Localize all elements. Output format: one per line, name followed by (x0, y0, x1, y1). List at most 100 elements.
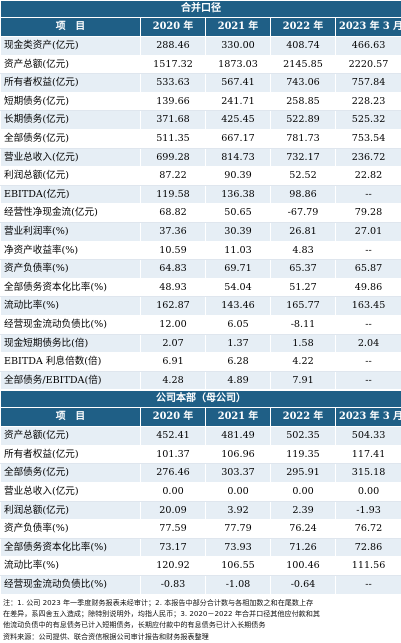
column-header: 项 目 (0, 17, 141, 37)
table-cell: 481.49 (205, 426, 271, 446)
table-cell: 1873.03 (205, 54, 271, 75)
table-cell: 2.07 (140, 333, 206, 354)
column-header: 2022 年 (270, 407, 336, 428)
table-cell: 64.83 (140, 259, 206, 279)
table-cell: 106.55 (205, 556, 271, 577)
table-cell: 12.00 (140, 314, 206, 335)
table-cell: 228.23 (334, 91, 401, 112)
table-cell: -8.11 (270, 314, 336, 335)
table-cell: 425.45 (205, 110, 271, 130)
table-cell: 117.41 (334, 444, 401, 465)
table-cell: 106.96 (205, 444, 271, 465)
table-cell: 65.87 (334, 259, 401, 279)
consolidated-header-row: 项 目 2020 年 2021 年 2022 年 2023 年 3 月 (0, 17, 401, 37)
table-cell: 26.81 (270, 221, 336, 242)
table-cell: 73.93 (205, 537, 271, 558)
row-label: 经营现金流动负债比(%) (0, 575, 141, 595)
table-cell: 1.58 (270, 333, 336, 354)
table-cell: 2.04 (334, 333, 401, 354)
consolidated-section-title: 合并口径 (0, 0, 401, 18)
row-label: 流动比率(%) (0, 556, 141, 577)
table-cell: -- (334, 370, 401, 391)
parent-section-title: 公司本部（母公司） (0, 390, 401, 409)
table-row: 所有者权益(亿元) 101.37 106.96 119.35 117.41 (0, 444, 401, 465)
table-row: 流动比率(%) 162.87 143.46 165.77 163.45 (0, 296, 401, 316)
table-row: 现金类资产(亿元) 288.46 330.00 408.74 466.63 (0, 36, 401, 56)
table-cell: 4.89 (205, 370, 271, 391)
table-cell: 743.06 (270, 73, 336, 93)
table-cell: -- (334, 240, 401, 261)
table-row: 全部债务(亿元) 511.35 667.17 781.73 753.54 (0, 128, 401, 149)
table-cell: 4.22 (270, 352, 336, 372)
table-cell: 51.27 (270, 277, 336, 298)
table-cell: 139.66 (140, 91, 206, 112)
row-label: 长期债务(亿元) (0, 110, 141, 130)
table-cell: 68.82 (140, 203, 206, 223)
table-cell: 73.17 (140, 537, 206, 558)
table-cell: 757.84 (334, 73, 401, 93)
table-cell: 667.17 (205, 128, 271, 149)
column-header: 2022 年 (270, 17, 336, 37)
table-cell: 163.45 (334, 296, 401, 316)
table-cell: 525.32 (334, 110, 401, 130)
row-label: 营业总收入(亿元) (0, 147, 141, 168)
consolidated-table: 合并口径 项 目 2020 年 2021 年 2022 年 2023 年 3 月… (0, 0, 401, 391)
table-cell: 49.86 (334, 277, 401, 298)
table-cell: 1517.32 (140, 54, 206, 75)
table-cell: 77.79 (205, 519, 271, 539)
row-label: 营业利润率(%) (0, 221, 141, 242)
table-cell: 90.39 (205, 166, 271, 186)
table-cell: 2145.85 (270, 54, 336, 75)
column-header: 2021 年 (205, 17, 271, 37)
table-cell: 165.77 (270, 296, 336, 316)
table-cell: 522.89 (270, 110, 336, 130)
table-cell: 162.87 (140, 296, 206, 316)
table-cell: 52.52 (270, 166, 336, 186)
table-cell: 6.05 (205, 314, 271, 335)
table-cell: 48.93 (140, 277, 206, 298)
row-label: 资产负债率(%) (0, 259, 141, 279)
table-cell: 120.92 (140, 556, 206, 577)
row-label: 资产总额(亿元) (0, 426, 141, 446)
table-cell: 98.86 (270, 184, 336, 205)
row-label: 所有者权益(亿元) (0, 73, 141, 93)
table-row: 全部债务资本化比率(%) 48.93 54.04 51.27 49.86 (0, 277, 401, 298)
table-row: 所有者权益(亿元) 533.63 567.41 743.06 757.84 (0, 73, 401, 93)
table-cell: 37.36 (140, 221, 206, 242)
table-cell: 408.74 (270, 36, 336, 56)
table-cell: 69.71 (205, 259, 271, 279)
table-cell: 111.56 (334, 556, 401, 577)
table-cell: 2220.57 (334, 54, 401, 75)
table-cell: 6.91 (140, 352, 206, 372)
row-label: EBITDA(亿元) (0, 184, 141, 205)
table-row: EBITDA(亿元) 119.58 136.38 98.86 -- (0, 184, 401, 205)
row-label: 全部债务(亿元) (0, 128, 141, 149)
row-label: 全部债务/EBITDA(倍) (0, 370, 141, 391)
table-cell: 466.63 (334, 36, 401, 56)
table-cell: 119.58 (140, 184, 206, 205)
row-label: 资产总额(亿元) (0, 54, 141, 75)
table-cell: -0.64 (270, 575, 336, 595)
table-cell: 100.46 (270, 556, 336, 577)
table-cell: 3.92 (205, 500, 271, 521)
table-cell: -1.93 (334, 500, 401, 521)
table-cell: 533.63 (140, 73, 206, 93)
row-label: 现金短期债务比(倍) (0, 333, 141, 354)
row-label: 全部债务资本化比率(%) (0, 277, 141, 298)
table-cell: 22.82 (334, 166, 401, 186)
table-cell: -- (334, 314, 401, 335)
table-cell: 10.59 (140, 240, 206, 261)
table-cell: 65.37 (270, 259, 336, 279)
footnote: 注：1. 公司 2023 年一季度财务报表未经审计；2. 本报告中部分合计数与各… (0, 595, 401, 643)
table-cell: 732.17 (270, 147, 336, 168)
table-cell: 502.35 (270, 426, 336, 446)
table-cell: 295.91 (270, 463, 336, 484)
table-row: 资产负债率(%) 77.59 77.79 76.24 76.72 (0, 519, 401, 539)
table-row: 流动比率(%) 120.92 106.55 100.46 111.56 (0, 556, 401, 577)
table-cell: 30.39 (205, 221, 271, 242)
table-cell: 753.54 (334, 128, 401, 149)
row-label: 短期债务(亿元) (0, 91, 141, 112)
column-header: 2020 年 (140, 407, 206, 428)
table-cell: 303.37 (205, 463, 271, 484)
table-row: 经营性净现金流(亿元) 68.82 50.65 -67.79 79.28 (0, 203, 401, 223)
